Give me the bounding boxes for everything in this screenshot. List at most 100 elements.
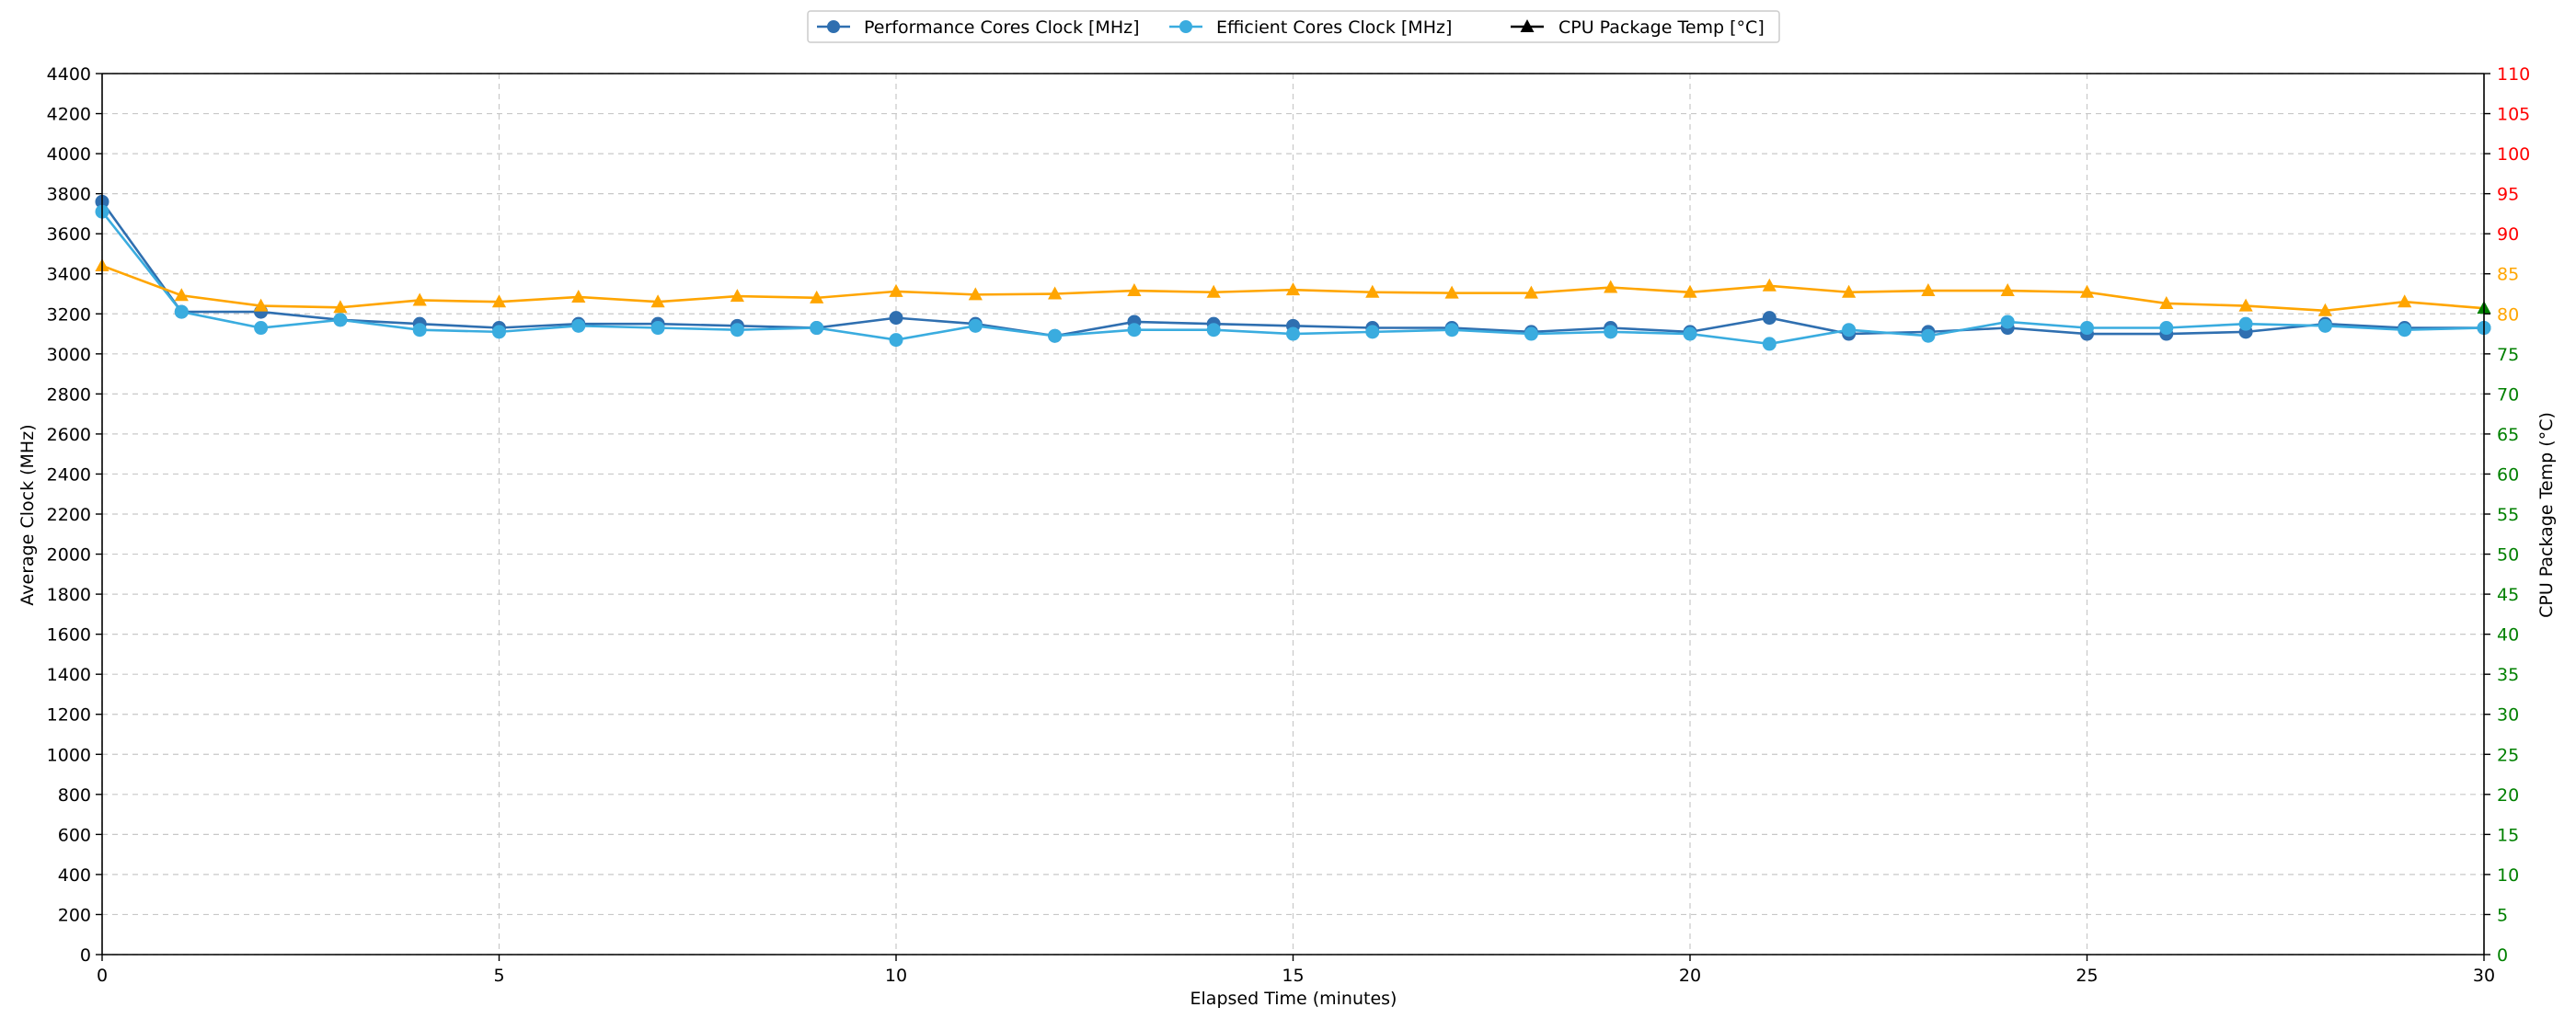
x-tick-label: 10 <box>885 966 907 986</box>
series-markers <box>95 194 2491 351</box>
data-point-temp <box>889 283 903 297</box>
data-point-series-1 <box>889 333 903 348</box>
legend-entry-cpu-temp: CPU Package Temp [°C] <box>1511 17 1765 38</box>
legend-label-performance-cores: Performance Cores Clock [MHz] <box>864 17 1140 38</box>
y-right-tick-label: 85 <box>2497 265 2519 285</box>
y-right-tick-label: 30 <box>2497 705 2519 726</box>
y-right-tick-label: 20 <box>2497 785 2519 806</box>
data-point-series-1 <box>2080 321 2094 336</box>
tick-labels: 0 5 10 15 20 25 300200400600800100012001400160… <box>47 64 2531 986</box>
data-point-series-1 <box>1048 328 1063 343</box>
y-left-tick-label: 1200 <box>47 705 91 726</box>
x-tick-label: 25 <box>2076 966 2098 986</box>
y-right-tick-label: 95 <box>2497 185 2519 205</box>
y-right-tick-label: 35 <box>2497 665 2519 685</box>
y-left-tick-label: 600 <box>58 825 91 845</box>
data-point-temp <box>1127 283 1142 297</box>
data-point-temp <box>174 288 189 302</box>
data-point-temp <box>1604 280 1618 293</box>
legend-marker-efficient-cores <box>1179 20 1192 33</box>
data-point-temp <box>1365 284 1380 298</box>
data-point-temp <box>650 294 665 308</box>
y-left-tick-label: 4200 <box>47 105 91 125</box>
y-right-tick-label: 110 <box>2497 64 2530 85</box>
y-left-tick-label: 2200 <box>47 505 91 525</box>
legend-label-cpu-temp: CPU Package Temp [°C] <box>1558 17 1765 38</box>
y-left-tick-label: 200 <box>58 905 91 925</box>
y-right-tick-label: 15 <box>2497 825 2519 845</box>
data-point-series-1 <box>571 318 586 333</box>
data-point-series-1 <box>1365 325 1380 339</box>
data-point-series-1 <box>492 325 506 339</box>
data-point-series-1 <box>333 313 348 327</box>
data-point-temp <box>2000 283 2015 297</box>
legend-entry-performance-cores: Performance Cores Clock [MHz] <box>817 17 1140 38</box>
data-point-series-1 <box>254 321 269 336</box>
y-left-tick-label: 1000 <box>47 745 91 765</box>
data-point-temp <box>1285 282 1301 296</box>
y-left-tick-label: 800 <box>58 785 91 806</box>
data-point-temp <box>1683 284 1697 298</box>
data-point-temp <box>2238 298 2253 312</box>
y-left-tick-label: 2400 <box>47 464 91 485</box>
legend-marker-performance-cores <box>827 20 840 33</box>
y-right-tick-label: 45 <box>2497 585 2519 605</box>
data-point-temp <box>1842 284 1857 298</box>
data-point-temp <box>491 294 507 308</box>
data-point-series-1 <box>1286 326 1300 341</box>
data-point-series-1 <box>1842 323 1857 338</box>
data-point-temp <box>1206 284 1221 298</box>
x-tick-label: 20 <box>1679 966 1701 986</box>
data-point-temp <box>1921 283 1936 297</box>
y-axis-right-label: CPU Package Temp (°C) <box>2536 412 2557 618</box>
y-axis-left-label: Average Clock (MHz) <box>17 424 38 605</box>
y-right-tick-label: 55 <box>2497 505 2519 525</box>
data-point-temp <box>1048 286 1063 300</box>
x-tick-label: 30 <box>2473 966 2495 986</box>
data-point-series-1 <box>2398 323 2412 338</box>
data-point-temp <box>2079 284 2095 298</box>
y-left-tick-label: 4400 <box>47 64 91 85</box>
data-point-series-1 <box>1127 323 1142 338</box>
data-point-series-1 <box>1444 323 1459 338</box>
data-point-series-1 <box>1683 326 1697 341</box>
y-left-tick-label: 2000 <box>47 545 91 566</box>
y-left-tick-label: 3800 <box>47 185 91 205</box>
data-point-series-1 <box>1524 326 1538 341</box>
y-left-tick-label: 1800 <box>47 585 91 605</box>
data-point-series-1 <box>2238 316 2253 331</box>
data-point-series-0 <box>1762 311 1777 326</box>
y-left-tick-label: 3200 <box>47 304 91 325</box>
data-point-series-1 <box>650 321 665 336</box>
data-point-temp <box>2317 303 2332 316</box>
x-tick-label: 0 <box>97 966 108 986</box>
legend: Performance Cores Clock [MHz] Efficient … <box>807 10 1780 43</box>
data-point-temp <box>412 292 427 306</box>
data-point-series-1 <box>1604 325 1618 339</box>
y-left-tick-label: 0 <box>80 945 91 966</box>
y-right-tick-label: 75 <box>2497 345 2519 365</box>
y-left-tick-label: 1400 <box>47 665 91 685</box>
data-point-series-1 <box>1206 323 1221 338</box>
data-point-temp <box>810 290 824 303</box>
y-right-tick-label: 100 <box>2497 144 2530 165</box>
x-axis-label: Elapsed Time (minutes) <box>1190 989 1397 1009</box>
y-right-tick-label: 40 <box>2497 625 2519 646</box>
x-tick-label: 15 <box>1282 966 1304 986</box>
y-right-tick-label: 0 <box>2497 945 2508 966</box>
y-left-tick-label: 3000 <box>47 345 91 365</box>
y-right-tick-label: 50 <box>2497 545 2519 566</box>
legend-label-efficient-cores: Efficient Cores Clock [MHz] <box>1216 17 1452 38</box>
legend-marker-cpu-temp <box>1520 19 1535 32</box>
y-right-tick-label: 105 <box>2497 105 2530 125</box>
data-point-temp <box>571 289 586 303</box>
data-point-temp <box>1762 278 1777 292</box>
y-right-tick-label: 60 <box>2497 464 2519 485</box>
y-right-tick-label: 65 <box>2497 425 2519 445</box>
data-point-series-1 <box>2317 318 2332 333</box>
y-left-tick-label: 1600 <box>47 625 91 646</box>
data-point-temp <box>2398 294 2412 308</box>
data-point-temp <box>1444 285 1459 299</box>
data-point-temp <box>2159 295 2174 309</box>
y-right-tick-label: 5 <box>2497 905 2508 925</box>
